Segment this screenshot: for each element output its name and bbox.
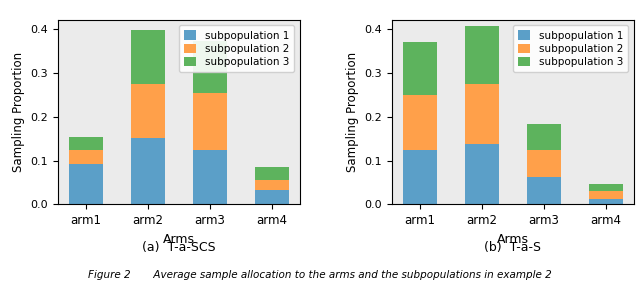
Bar [193,150,227,204]
Bar [465,26,499,83]
Bar [193,93,227,150]
Bar [527,124,561,150]
Bar [465,83,499,144]
Bar [131,30,164,84]
Y-axis label: Sampling Proportion: Sampling Proportion [12,52,24,172]
Bar [255,180,289,190]
Bar [527,150,561,177]
Bar [589,199,623,204]
Bar [131,138,164,204]
Text: Figure 2       Average sample allocation to the arms and the subpopulations in e: Figure 2 Average sample allocation to th… [88,270,552,281]
Y-axis label: Sampling Proportion: Sampling Proportion [346,52,358,172]
Bar [403,151,436,204]
Bar [403,42,436,95]
Bar [193,41,227,93]
X-axis label: Arms: Arms [163,233,195,246]
Bar [131,84,164,138]
Legend: subpopulation 1, subpopulation 2, subpopulation 3: subpopulation 1, subpopulation 2, subpop… [513,25,628,72]
Text: (b)  T-a-S: (b) T-a-S [484,241,541,254]
Bar [403,95,436,151]
Bar [527,177,561,204]
Bar [68,137,102,151]
Bar [68,164,102,204]
Text: (a)  T-a-SCS: (a) T-a-SCS [142,241,216,254]
Bar [465,144,499,204]
Legend: subpopulation 1, subpopulation 2, subpopulation 3: subpopulation 1, subpopulation 2, subpop… [179,25,294,72]
Bar [255,167,289,180]
Bar [255,190,289,204]
Bar [589,191,623,199]
Bar [589,184,623,191]
X-axis label: Arms: Arms [497,233,529,246]
Bar [68,151,102,164]
